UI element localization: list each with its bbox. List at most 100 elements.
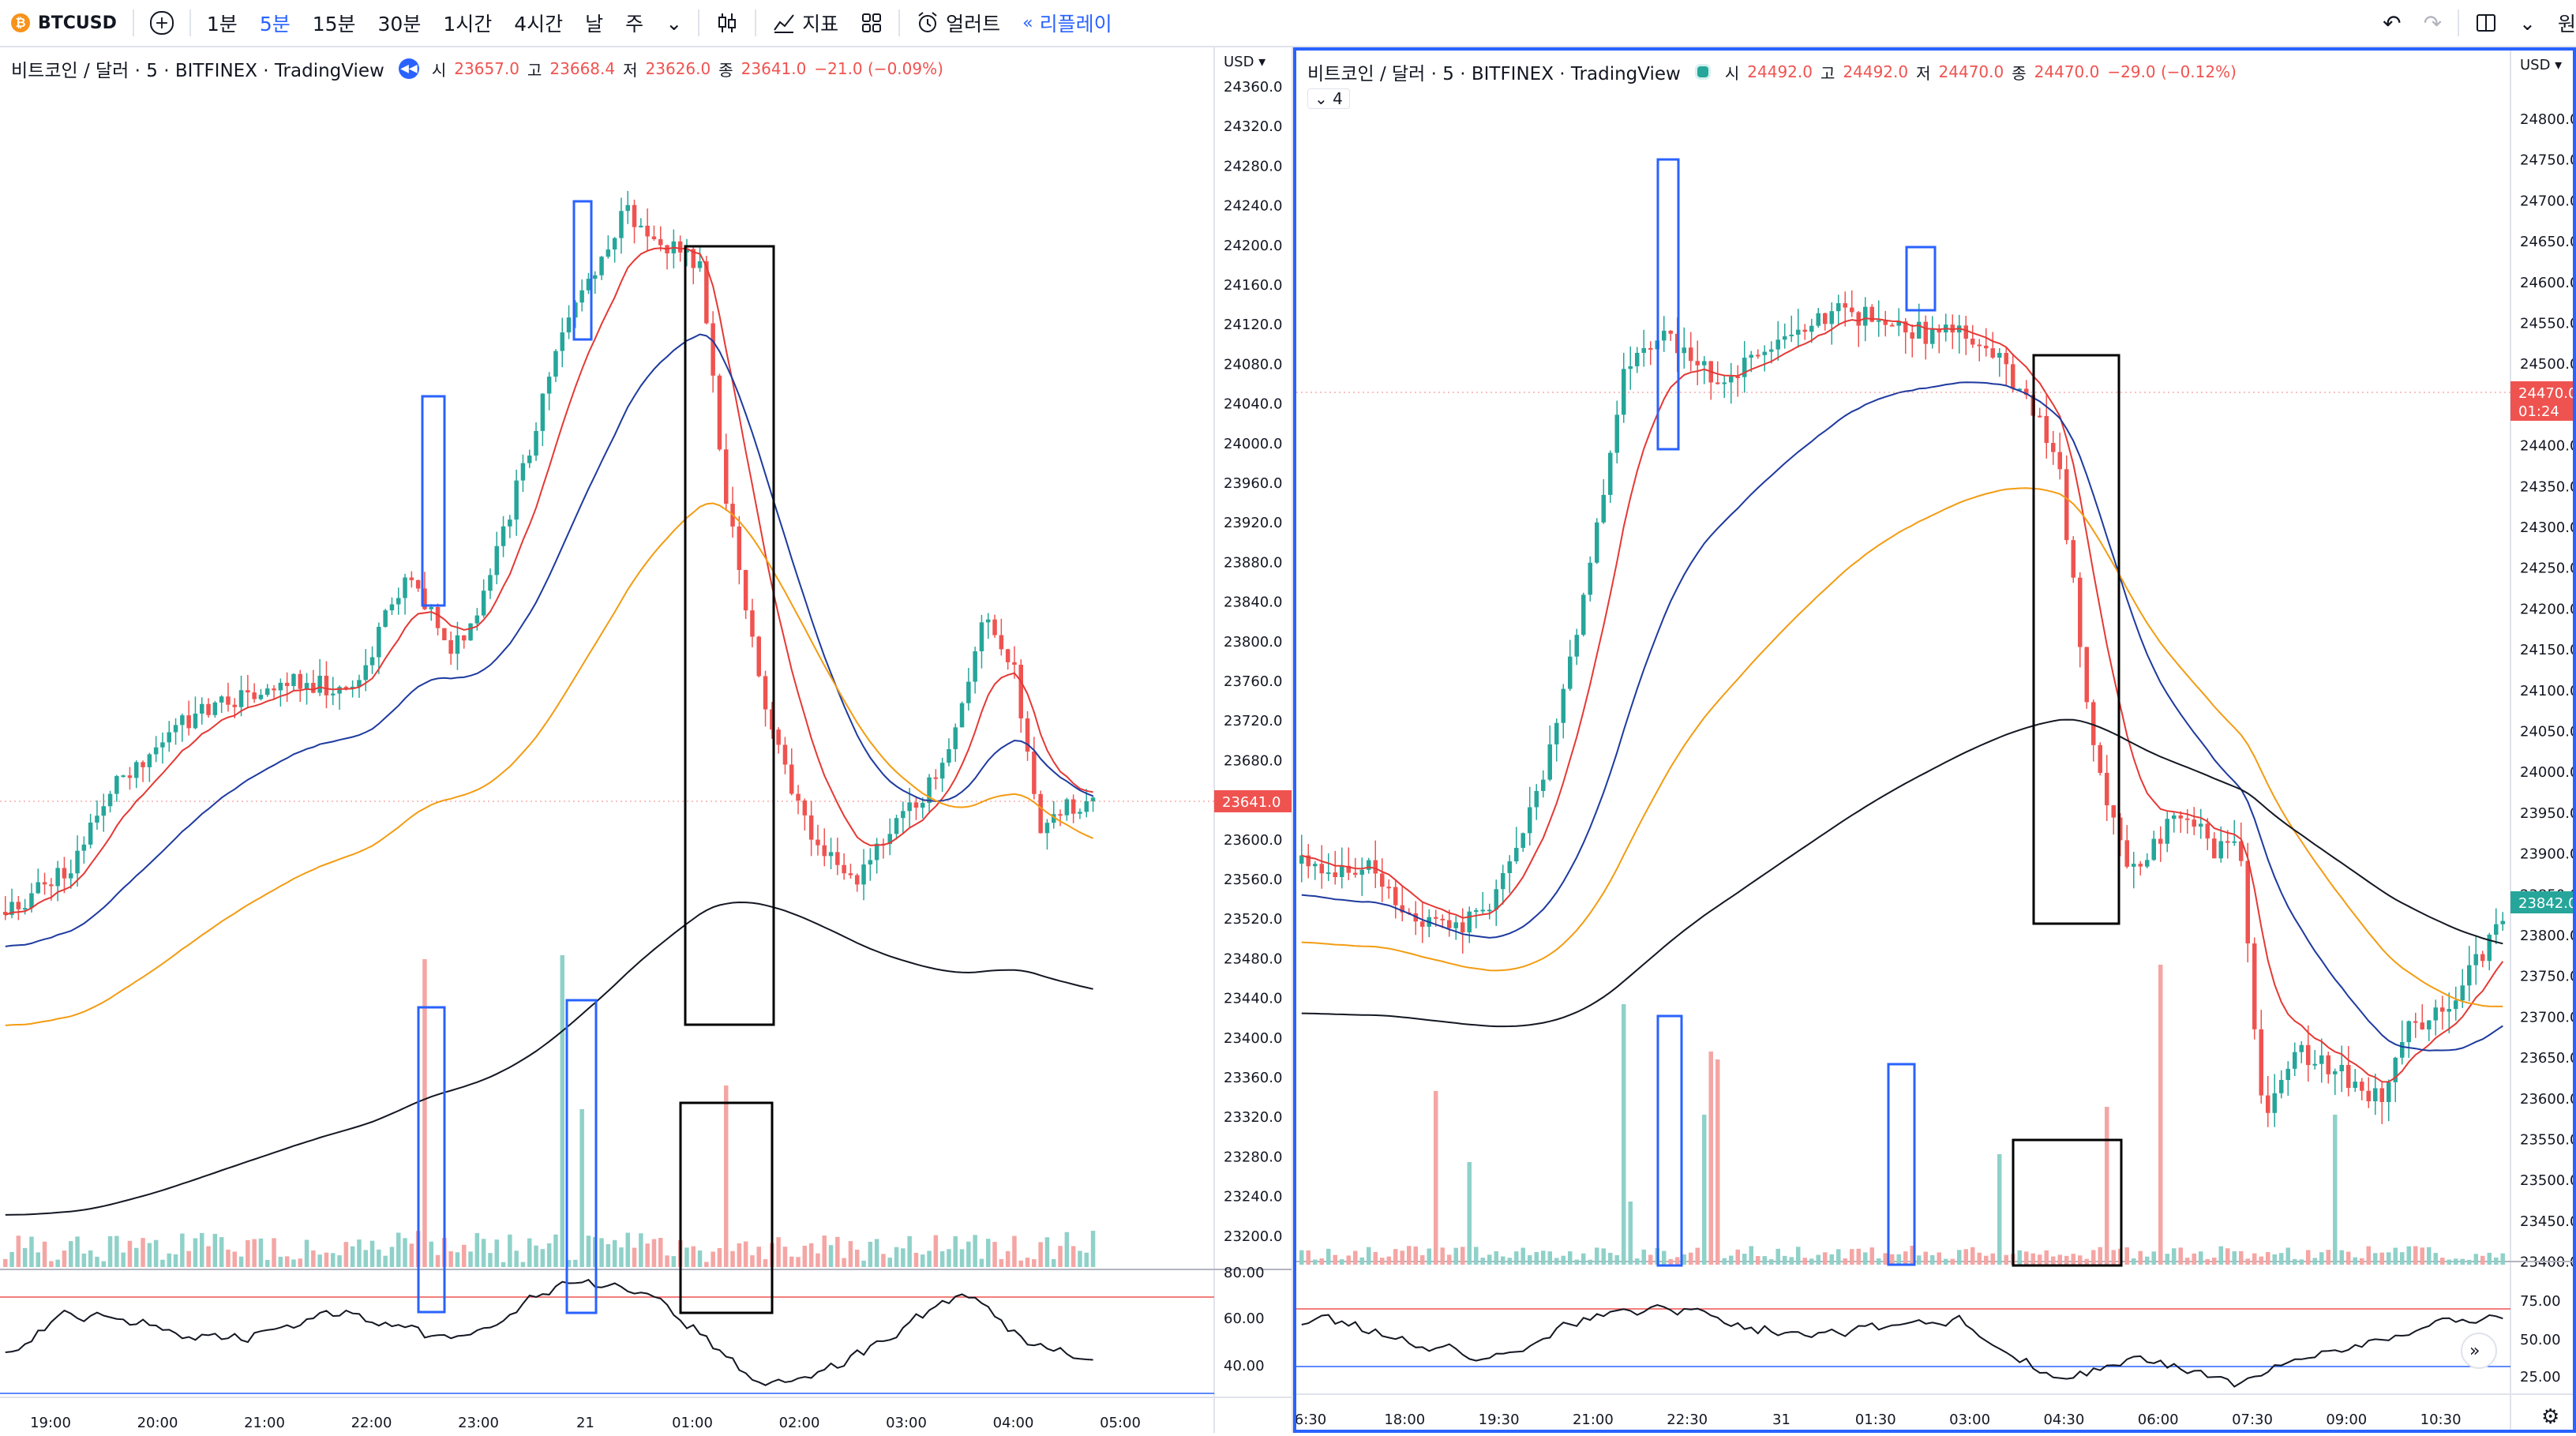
price-tick-label: 23700.0	[2520, 1009, 2573, 1025]
volume-bar	[331, 1253, 336, 1267]
volume-bar	[403, 1238, 407, 1267]
volume-bar	[959, 1249, 965, 1267]
volume-bar	[2091, 1250, 2096, 1265]
volume-bar	[704, 1262, 709, 1267]
volume-bar	[986, 1239, 991, 1267]
ema-fast-line	[1301, 317, 2504, 1083]
layout-select-button[interactable]	[2464, 0, 2508, 46]
candle	[566, 317, 572, 333]
volume-bar	[796, 1257, 801, 1267]
interval-1m[interactable]: 1분	[206, 13, 238, 36]
rsi-tick-label: 40.00	[1224, 1358, 1265, 1374]
price-tick-label: 24750.0	[2520, 152, 2573, 169]
redo-button[interactable]: ↷	[2413, 0, 2453, 46]
interval-1h[interactable]: 1시간	[443, 13, 493, 36]
interval-5m[interactable]: 5분	[259, 13, 291, 36]
volume-bar	[2124, 1247, 2129, 1265]
interval-1d[interactable]: 날	[585, 13, 604, 36]
volume-bar	[357, 1239, 362, 1267]
candle	[639, 225, 643, 227]
candle	[2124, 840, 2129, 867]
interval-15m[interactable]: 15분	[312, 13, 356, 36]
volume-bar	[835, 1236, 840, 1267]
volume-bar	[730, 1250, 735, 1267]
volume-bar	[1346, 1255, 1351, 1265]
volume-bar	[639, 1233, 643, 1267]
interval-dropdown[interactable]: ⌄	[654, 0, 693, 46]
indicators-collapse-button[interactable]: ⌄ 4	[1307, 88, 1350, 109]
candle	[2433, 1007, 2438, 1021]
interval-4h[interactable]: 4시간	[514, 13, 564, 36]
candle	[107, 793, 113, 807]
replay-button[interactable]: « 리플레이	[1011, 0, 1123, 46]
volume-bar	[1622, 1004, 1626, 1265]
left-chart-pane[interactable]: USD ▾ 24360.0 24320.0 24280.0 24240.0 24200.0…	[0, 47, 1292, 1433]
candle	[1353, 872, 1358, 875]
ema-slow-line	[5, 502, 1093, 1026]
volume-bar	[1299, 1250, 1304, 1265]
ohlc-key: 시	[1724, 63, 1740, 83]
volume-bar	[2044, 1250, 2049, 1265]
candle	[49, 884, 54, 887]
alarm-clock-icon	[918, 12, 937, 32]
volume-bar	[979, 1258, 984, 1267]
candle	[1896, 321, 1901, 326]
undo-button[interactable]: ↶	[2372, 0, 2412, 46]
volume-bar	[1380, 1258, 1385, 1265]
indicators-button[interactable]: 지표	[761, 0, 849, 46]
candle	[1843, 303, 1847, 308]
candle	[55, 868, 60, 887]
candle	[88, 822, 93, 845]
candle	[232, 704, 237, 707]
layouts-button[interactable]	[849, 0, 894, 46]
interval-30m[interactable]: 30분	[377, 13, 422, 36]
volume-bar	[494, 1239, 499, 1267]
time-tick-label: 10:30	[2420, 1412, 2462, 1428]
price-tick-label: 24360.0	[1224, 79, 1282, 96]
candle	[2132, 864, 2136, 867]
candle	[855, 875, 860, 885]
candle	[2044, 415, 2049, 444]
candle	[2192, 819, 2196, 827]
account-button[interactable]: 원	[2547, 0, 2576, 46]
alerts-button[interactable]: 얼러트	[905, 0, 1011, 46]
candle	[474, 615, 480, 624]
candle	[2064, 469, 2069, 541]
compare-button[interactable]: +	[139, 0, 185, 46]
volume-bar	[1044, 1237, 1050, 1267]
candle	[1769, 349, 1774, 352]
price-tick-label: 23920.0	[1224, 515, 1282, 531]
volume-bar	[913, 1252, 919, 1267]
layout-options-button[interactable]: ⌄	[2508, 0, 2547, 46]
candle	[1534, 790, 1539, 808]
candle	[2387, 1082, 2391, 1102]
volume-bar	[894, 1247, 899, 1267]
left-chart[interactable]: USD ▾ 24360.0 24320.0 24280.0 24240.0 24200.0…	[0, 47, 1292, 1433]
candle	[1809, 325, 1814, 332]
candle	[1917, 321, 1922, 339]
right-chart-pane[interactable]: USD ▾ 24800.0 24750.0 24700.0 24650.0 24600.0…	[1293, 47, 2576, 1433]
volume-bar	[1541, 1250, 1546, 1265]
candle	[2406, 1021, 2411, 1042]
candle	[2151, 838, 2156, 860]
candle	[868, 860, 873, 865]
replay-badge-icon[interactable]: ◀◀	[398, 58, 419, 79]
chart-type-button[interactable]	[704, 0, 750, 46]
right-chart-title: 비트코인 / 달러 · 5 · BITFINEX · TradingView	[1307, 64, 1681, 84]
candle	[1386, 887, 1391, 889]
candle	[311, 683, 316, 693]
price-tick-label: 23720.0	[1224, 713, 1282, 729]
candle	[2051, 443, 2056, 452]
volume-bar	[2218, 1246, 2223, 1265]
symbol-button[interactable]: ₿ BTCUSD	[0, 0, 128, 46]
volume-bar	[1507, 1258, 1512, 1265]
candle	[1078, 812, 1082, 814]
interval-1w[interactable]: 주	[625, 13, 644, 36]
volume-bar	[448, 1250, 453, 1267]
volume-bar	[2494, 1257, 2499, 1265]
price-tick-label: 24350.0	[2520, 478, 2573, 495]
candle	[29, 893, 34, 909]
volume-bar	[789, 1256, 794, 1267]
candle	[1823, 313, 1828, 324]
right-chart[interactable]: USD ▾ 24800.0 24750.0 24700.0 24650.0 24600.0…	[1295, 51, 2576, 1430]
